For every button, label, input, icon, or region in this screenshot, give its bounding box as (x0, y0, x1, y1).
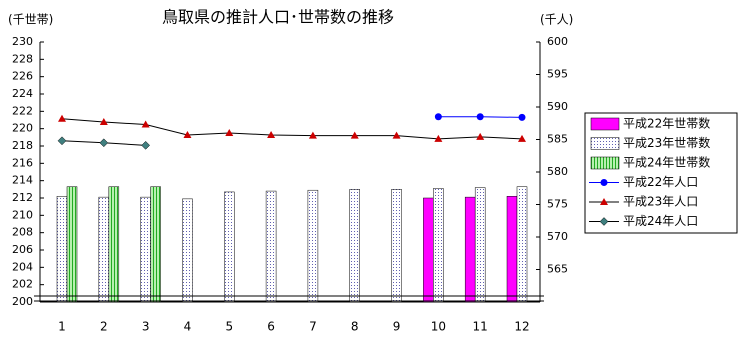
point (99, 117, 108, 125)
y-tick-label: 222 (12, 104, 33, 117)
point (392, 131, 401, 139)
y2-tick-label: 590 (547, 100, 568, 113)
point (58, 114, 66, 122)
y-tick-label: 218 (12, 139, 33, 152)
point (476, 113, 484, 121)
point (267, 130, 276, 138)
bar (433, 188, 444, 303)
x-tick-label: 6 (267, 320, 275, 334)
bar (391, 189, 402, 303)
y-axis-label: (千世帯) (8, 13, 53, 27)
bar (506, 196, 518, 303)
point (99, 138, 109, 148)
y-tick-label: 212 (12, 191, 33, 204)
legend (584, 112, 738, 234)
point (308, 131, 317, 139)
x-tick-label: 10 (431, 320, 446, 334)
y-tick-label: 228 (12, 52, 33, 65)
bar (307, 189, 319, 303)
bar (108, 186, 120, 303)
y-tick-label: 220 (12, 122, 33, 135)
legend-label: 平成24年世帯数 (623, 155, 710, 170)
y-tick-label: 208 (12, 226, 33, 239)
y2-tick-label: 565 (547, 263, 568, 276)
point (518, 134, 526, 142)
y-tick-label: 204 (12, 260, 33, 273)
y-tick-label: 224 (12, 87, 33, 100)
x-tick-label: 3 (142, 320, 150, 334)
point (225, 129, 234, 136)
point (476, 132, 485, 140)
x-tick-label: 5 (225, 320, 233, 334)
x-tick-label: 7 (309, 320, 317, 334)
y2-axis-label: (千人) (540, 13, 573, 27)
bar (150, 186, 161, 303)
bar (224, 191, 235, 303)
point (600, 179, 608, 186)
point (57, 136, 67, 146)
x-tick-label: 12 (514, 320, 529, 334)
y2-tick-label: 585 (547, 133, 568, 146)
bar (474, 187, 486, 303)
legend-label: 平成23年世帯数 (623, 135, 710, 150)
y-tick-label: 200 (12, 295, 33, 308)
bar (56, 196, 68, 303)
point (600, 198, 608, 205)
x-tick-label: 2 (100, 320, 108, 334)
y-tick-label: 210 (12, 208, 33, 221)
bar (423, 197, 434, 303)
legend-label: 平成23年人口 (623, 195, 698, 209)
x-tick-label: 11 (473, 320, 488, 334)
y-tick-label: 230 (12, 35, 33, 48)
legend-label: 平成24年人口 (623, 214, 698, 228)
point (141, 120, 150, 128)
x-tick-label: 4 (184, 320, 192, 334)
y2-tick-label: 570 (547, 230, 568, 243)
bar (140, 196, 151, 303)
bar (182, 198, 193, 303)
bar (349, 189, 360, 303)
y-tick-label: 202 (12, 278, 33, 291)
line (61, 118, 523, 140)
y2-tick-label: 600 (547, 35, 568, 48)
legend-swatch (590, 156, 620, 170)
legend-swatch (590, 137, 620, 150)
point (141, 140, 150, 150)
legend-label: 平成22年世帯数 (623, 116, 710, 131)
y2-tick-label: 575 (547, 198, 568, 211)
legend-swatch (590, 117, 620, 131)
point (599, 217, 609, 226)
point (518, 113, 526, 121)
bar (516, 186, 528, 303)
point (350, 131, 359, 139)
bar (66, 186, 78, 303)
point (183, 130, 192, 138)
y-tick-label: 226 (12, 70, 33, 83)
x-tick-label: 9 (393, 320, 401, 334)
y2-tick-label: 595 (547, 68, 568, 81)
y-tick-label: 206 (12, 243, 33, 256)
y-tick-label: 216 (12, 156, 33, 169)
y2-tick-label: 580 (547, 165, 568, 178)
x-tick-label: 8 (351, 320, 359, 334)
chart-title: 鳥取県の推計人口･世帯数の推移 (162, 8, 394, 27)
x-tick-label: 1 (58, 320, 66, 334)
bar (98, 196, 110, 303)
bar (265, 190, 277, 303)
point (434, 134, 443, 142)
legend-label: 平成22年人口 (623, 175, 698, 189)
y-tick-label: 214 (12, 174, 33, 187)
bar (464, 196, 476, 303)
point (434, 113, 442, 121)
